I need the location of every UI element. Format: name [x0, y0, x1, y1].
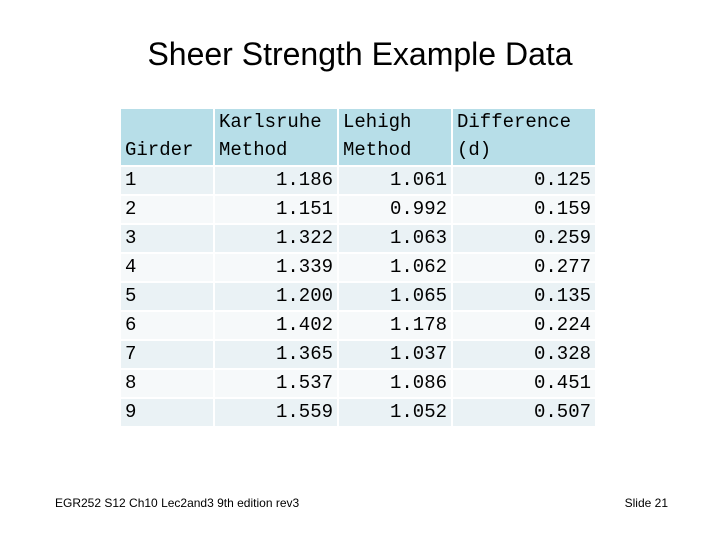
- footer-course-info: EGR252 S12 Ch10 Lec2and3 9th edition rev…: [55, 496, 300, 510]
- cell-girder: 2: [121, 196, 213, 223]
- data-table: Girder Karlsruhe Method Lehigh Method Di…: [119, 107, 597, 428]
- header-girder: Girder: [121, 109, 213, 165]
- header-karlsruhe-method: Karlsruhe Method: [215, 109, 337, 165]
- cell-girder: 9: [121, 399, 213, 426]
- header-line: Method: [219, 139, 288, 161]
- cell-difference: 0.328: [453, 341, 595, 368]
- header-line: Karlsruhe: [219, 111, 322, 133]
- cell-girder: 5: [121, 283, 213, 310]
- header-line: Method: [343, 139, 412, 161]
- header-difference: Difference (d): [453, 109, 595, 165]
- cell-karlsruhe: 1.339: [215, 254, 337, 281]
- header-lehigh-method: Lehigh Method: [339, 109, 451, 165]
- cell-karlsruhe: 1.151: [215, 196, 337, 223]
- table-row: 1 1.186 1.061 0.125: [121, 167, 595, 194]
- cell-difference: 0.224: [453, 312, 595, 339]
- cell-girder: 3: [121, 225, 213, 252]
- table-row: 8 1.537 1.086 0.451: [121, 370, 595, 397]
- cell-lehigh: 1.037: [339, 341, 451, 368]
- cell-difference: 0.451: [453, 370, 595, 397]
- slide-title: Sheer Strength Example Data: [147, 36, 573, 72]
- table-header-row: Girder Karlsruhe Method Lehigh Method Di…: [121, 109, 595, 165]
- cell-difference: 0.159: [453, 196, 595, 223]
- cell-karlsruhe: 1.322: [215, 225, 337, 252]
- cell-difference: 0.135: [453, 283, 595, 310]
- cell-girder: 8: [121, 370, 213, 397]
- table-row: 2 1.151 0.992 0.159: [121, 196, 595, 223]
- cell-difference: 0.277: [453, 254, 595, 281]
- table-row: 5 1.200 1.065 0.135: [121, 283, 595, 310]
- cell-lehigh: 0.992: [339, 196, 451, 223]
- cell-lehigh: 1.178: [339, 312, 451, 339]
- cell-girder: 4: [121, 254, 213, 281]
- cell-girder: 7: [121, 341, 213, 368]
- footer-slide-number: Slide 21: [624, 496, 668, 510]
- cell-lehigh: 1.086: [339, 370, 451, 397]
- cell-lehigh: 1.052: [339, 399, 451, 426]
- cell-girder: 6: [121, 312, 213, 339]
- header-line: (d): [457, 139, 492, 161]
- cell-lehigh: 1.062: [339, 254, 451, 281]
- table-row: 9 1.559 1.052 0.507: [121, 399, 595, 426]
- cell-difference: 0.125: [453, 167, 595, 194]
- cell-lehigh: 1.063: [339, 225, 451, 252]
- cell-karlsruhe: 1.365: [215, 341, 337, 368]
- cell-karlsruhe: 1.559: [215, 399, 337, 426]
- cell-difference: 0.507: [453, 399, 595, 426]
- cell-lehigh: 1.061: [339, 167, 451, 194]
- cell-karlsruhe: 1.186: [215, 167, 337, 194]
- table-row: 3 1.322 1.063 0.259: [121, 225, 595, 252]
- header-line: Girder: [125, 139, 194, 161]
- cell-karlsruhe: 1.537: [215, 370, 337, 397]
- table-row: 4 1.339 1.062 0.277: [121, 254, 595, 281]
- header-line: Difference: [457, 111, 572, 133]
- cell-karlsruhe: 1.200: [215, 283, 337, 310]
- header-line: Lehigh: [343, 111, 412, 133]
- cell-girder: 1: [121, 167, 213, 194]
- cell-karlsruhe: 1.402: [215, 312, 337, 339]
- cell-difference: 0.259: [453, 225, 595, 252]
- header-line: [125, 109, 209, 137]
- table-row: 6 1.402 1.178 0.224: [121, 312, 595, 339]
- table-row: 7 1.365 1.037 0.328: [121, 341, 595, 368]
- cell-lehigh: 1.065: [339, 283, 451, 310]
